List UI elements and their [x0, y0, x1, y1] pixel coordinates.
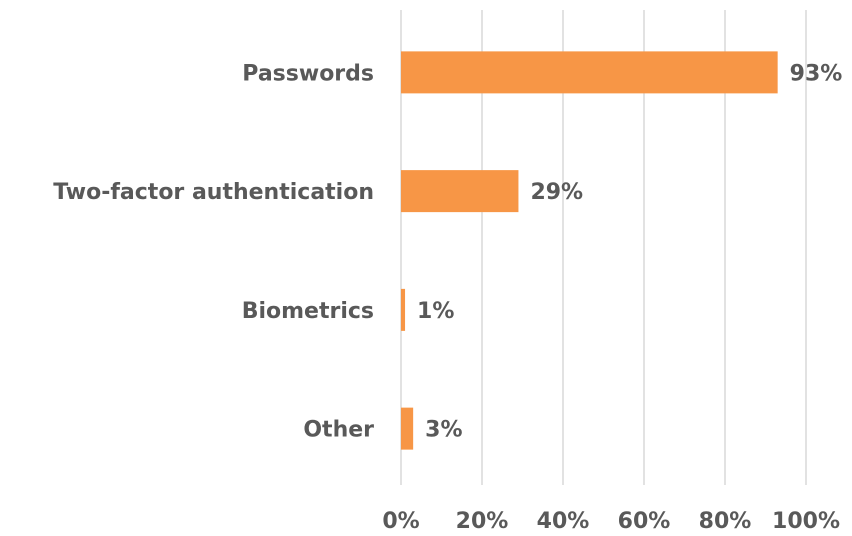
value-label: 93%: [790, 61, 843, 86]
x-tick-label: 60%: [618, 509, 671, 534]
x-tick-label: 20%: [456, 509, 509, 534]
y-tick-label: Other: [303, 418, 374, 443]
value-label: 1%: [417, 299, 454, 324]
bar: [401, 170, 519, 213]
x-tick-label: 0%: [382, 509, 419, 534]
y-tick-label: Passwords: [242, 61, 374, 86]
bar: [401, 407, 414, 450]
x-tick-label: 100%: [772, 509, 840, 534]
y-tick-label: Biometrics: [242, 299, 374, 324]
value-label: 3%: [425, 418, 462, 443]
x-tick-label: 40%: [537, 509, 590, 534]
bar: [401, 288, 406, 331]
x-tick-label: 80%: [699, 509, 752, 534]
y-tick-label: Two-factor authentication: [53, 180, 374, 205]
value-label: 29%: [530, 180, 583, 205]
bar: [401, 51, 778, 94]
